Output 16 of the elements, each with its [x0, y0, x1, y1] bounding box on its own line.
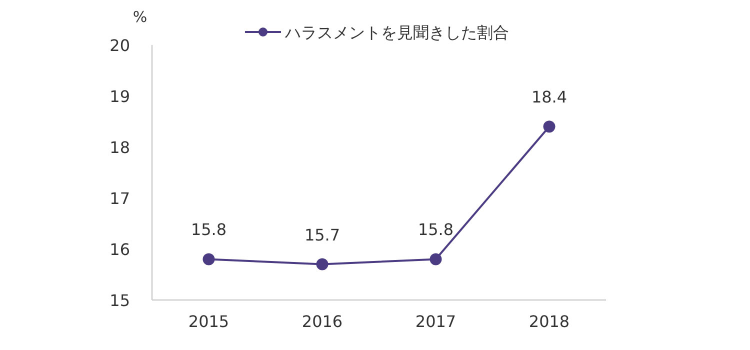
y-tick: 18	[110, 138, 130, 157]
y-tick: 16	[110, 240, 130, 259]
y-label: %	[132, 8, 148, 26]
data-label: 15.8	[418, 220, 454, 240]
x-tick: 2017	[415, 312, 456, 331]
data-label: 15.8	[190, 220, 227, 240]
x-tick: 2015	[188, 312, 230, 331]
y-tick: 15	[110, 291, 130, 310]
data-label: 18.4	[531, 88, 568, 107]
data-label: 15.7	[304, 225, 340, 244]
y-tick: 20	[110, 36, 130, 55]
x-tick: 2018	[528, 312, 570, 331]
legend-text: ハラスメントを見聞きした割合	[285, 23, 509, 42]
y-tick: 19	[110, 87, 130, 106]
x-tick: 2016	[302, 312, 343, 331]
y-tick: 17	[110, 189, 130, 208]
